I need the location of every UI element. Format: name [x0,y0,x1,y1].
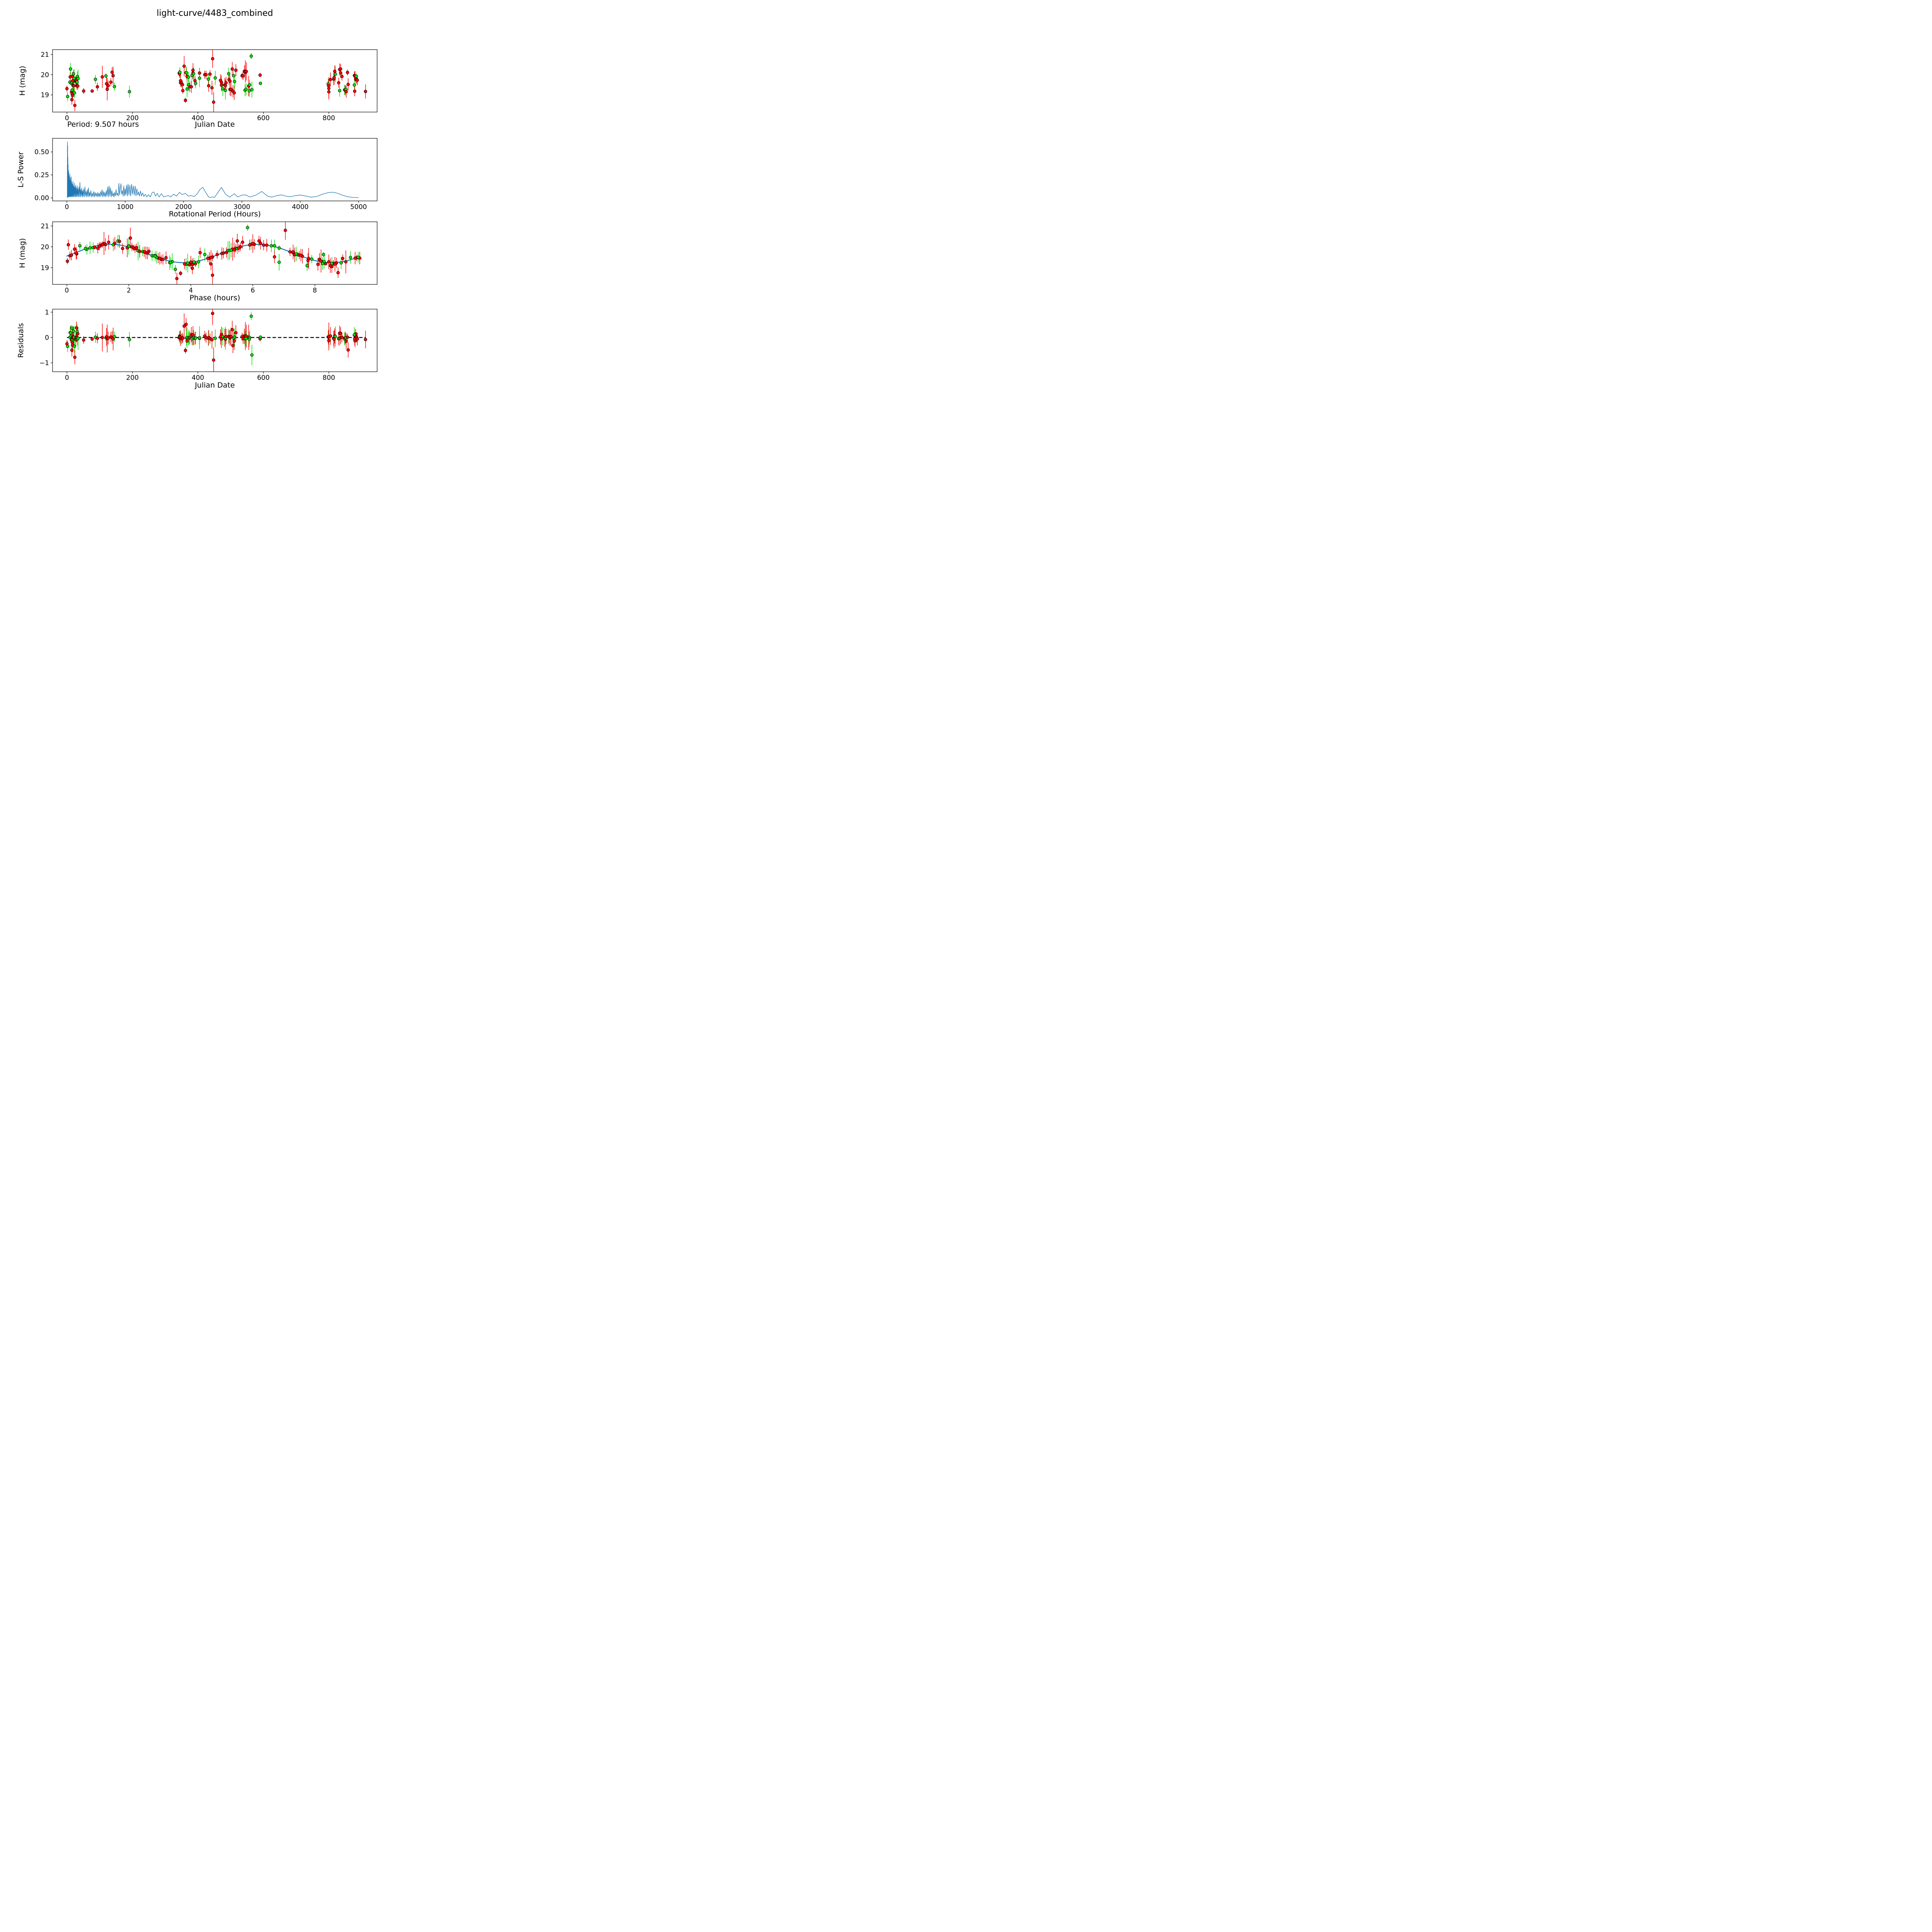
svg-text:200: 200 [126,114,138,122]
periodogram-line [67,141,359,198]
svg-text:200: 200 [126,374,138,382]
data-points [65,54,367,107]
svg-text:19: 19 [41,264,49,272]
residuals-x-axis-label: Julian Date [195,381,235,389]
svg-text:1: 1 [45,309,49,316]
svg-text:0.00: 0.00 [34,194,49,202]
svg-text:5000: 5000 [350,203,367,211]
lightcurve-y-axis-label: H (mag) [18,66,27,96]
axes-frame: 0 200 400 600 800 21 20 19 [41,49,378,122]
svg-text:0: 0 [65,374,69,382]
plot-periodogram [67,141,359,198]
svg-text:400: 400 [192,114,204,122]
svg-text:0: 0 [65,114,69,122]
svg-text:20: 20 [41,243,49,251]
figure-title: light-curve/4483_combined [156,9,273,18]
svg-text:4: 4 [189,287,193,294]
data-points [66,226,362,281]
svg-text:0: 0 [45,334,49,342]
data-points [65,311,367,362]
svg-text:20: 20 [41,71,49,79]
svg-text:−1: −1 [39,359,49,367]
svg-text:21: 21 [41,51,49,59]
svg-text:600: 600 [257,114,269,122]
svg-text:1000: 1000 [117,203,133,211]
svg-text:6: 6 [251,287,255,294]
figure: 0 200 400 600 800 21 20 19 0 1000 2000 3000 4000 5000… [0,0,417,417]
residuals-y-axis-label: Residuals [17,323,25,358]
axes-frame: 0 1000 2000 3000 4000 5000 0.00 0.25 0.50 [34,138,378,211]
svg-text:4000: 4000 [292,203,308,211]
plot-residuals [65,309,367,372]
svg-text:400: 400 [192,374,204,382]
period-annotation: Period: 9.507 hours [67,120,139,129]
svg-text:0.25: 0.25 [34,172,49,179]
axes-frame: 0 200 400 600 800 1 0 −1 [39,309,378,382]
svg-text:19: 19 [41,92,49,99]
svg-text:3000: 3000 [233,203,250,211]
svg-text:0.50: 0.50 [34,148,49,156]
phased-x-axis-label: Phase (hours) [189,294,240,302]
periodogram-y-axis-label: L-S Power [17,151,25,188]
svg-text:800: 800 [323,114,335,122]
svg-text:0: 0 [65,287,69,294]
svg-text:2: 2 [127,287,131,294]
plot-phased [66,222,362,284]
svg-text:800: 800 [323,374,335,382]
periodogram-x-axis-label: Rotational Period (Hours) [168,210,261,218]
phased-y-axis-label: H (mag) [18,238,27,268]
plot-lightcurve [65,49,367,112]
axes-frame: 0 2 4 6 8 21 20 19 [41,221,378,294]
svg-text:600: 600 [257,374,269,382]
svg-text:8: 8 [313,287,317,294]
svg-text:0: 0 [65,203,69,211]
lightcurve-x-axis-label: Julian Date [195,120,235,129]
svg-text:21: 21 [41,223,49,230]
svg-text:2000: 2000 [175,203,192,211]
